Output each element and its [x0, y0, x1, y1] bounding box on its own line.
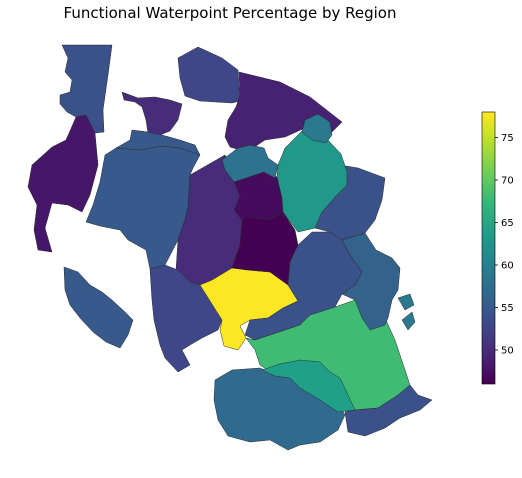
- colorbar-tick-label: 65: [501, 218, 514, 229]
- map-region-18: [276, 127, 348, 233]
- colorbar-tick-label: 60: [501, 261, 514, 272]
- colorbar-tick-label: 50: [501, 346, 514, 357]
- colorbar-tick-label: 70: [501, 176, 514, 187]
- map-region-3: [177, 46, 241, 104]
- colorbar-tick-label: 55: [501, 303, 514, 314]
- map-region-8: [63, 266, 134, 349]
- map-region-25: [401, 311, 416, 331]
- map-region-24: [261, 359, 356, 413]
- colorbar: 50 55 60 65 70 75: [481, 111, 514, 385]
- region-layer: [27, 44, 433, 451]
- colorbar-tick-label: 75: [501, 133, 514, 144]
- map-region-2: [121, 91, 183, 136]
- map-region-21: [397, 293, 415, 311]
- map-region-1: [59, 44, 113, 134]
- map-region-6: [115, 129, 201, 156]
- map-region-20: [341, 232, 401, 331]
- map-region-4: [27, 114, 99, 253]
- map-region-19: [301, 113, 333, 144]
- colorbar-gradient: [481, 111, 496, 385]
- map-region-23: [344, 384, 433, 437]
- chart-title: Functional Waterpoint Percentage by Regi…: [63, 4, 397, 22]
